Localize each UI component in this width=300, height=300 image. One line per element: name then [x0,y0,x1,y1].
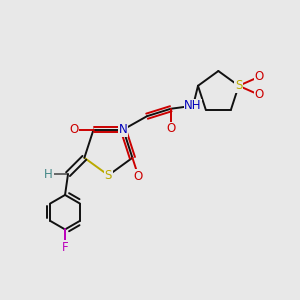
Text: NH: NH [184,99,202,112]
Text: F: F [62,241,68,254]
Text: O: O [134,170,143,183]
Text: H: H [44,168,53,181]
Text: O: O [254,70,263,83]
Text: N: N [119,123,128,136]
Text: S: S [105,169,112,182]
Text: O: O [70,123,79,136]
Text: O: O [254,88,263,101]
Text: S: S [235,79,242,92]
Text: O: O [166,122,176,136]
